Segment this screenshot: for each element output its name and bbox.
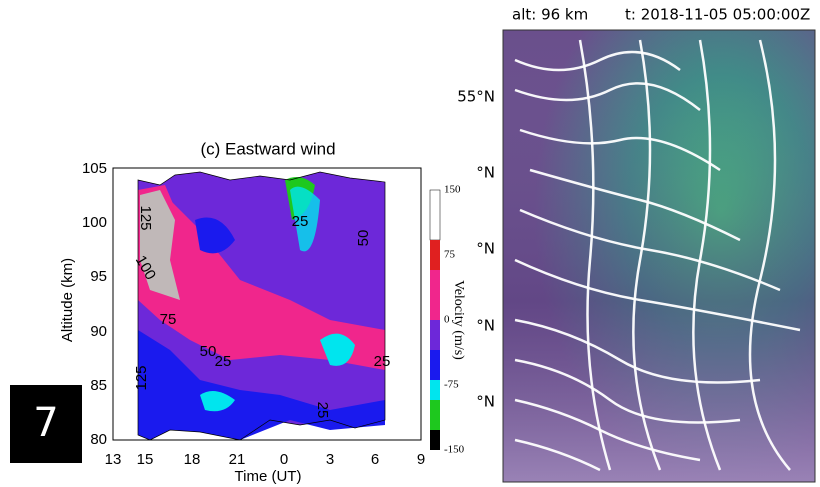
y-tick-label: 105 <box>82 160 107 177</box>
colorbar-tick-label: 0 <box>444 314 450 326</box>
x-tick-label: 15 <box>137 451 154 468</box>
contour-label: 25 <box>374 353 391 370</box>
contour-label: 25 <box>215 353 232 370</box>
contour-label: 25 <box>292 213 309 230</box>
contour-label: 125 <box>133 365 150 390</box>
lat-label: °N <box>476 317 495 335</box>
lat-label: °N <box>476 393 495 411</box>
contour-label: 75 <box>160 311 177 328</box>
lat-label: °N <box>476 240 495 258</box>
x-axis-label: Time (UT) <box>235 468 302 485</box>
y-tick-label: 90 <box>90 323 107 340</box>
y-tick-label: 100 <box>82 214 107 231</box>
y-axis-label: Altitude (km) <box>59 258 76 342</box>
lat-label: 55°N <box>457 88 495 106</box>
y-tick-label: 85 <box>90 377 107 394</box>
x-tick-label: 3 <box>326 451 334 468</box>
y-tick-label: 80 <box>90 431 107 448</box>
contour-label: 50 <box>200 343 217 360</box>
colorbar-tick-label: -75 <box>444 379 459 391</box>
map <box>502 29 816 483</box>
x-tick-label: 13 <box>105 451 122 468</box>
colorbar-label: Velocity (m/s) <box>451 280 466 360</box>
x-tick-label: 6 <box>371 451 379 468</box>
badge-box <box>10 385 82 463</box>
colorbar-tick-label: 150 <box>444 184 461 196</box>
x-tick-label: 9 <box>417 451 425 468</box>
colorbar: 150 75 0 -75 -150 Velocity (m/s) <box>429 184 466 456</box>
x-tick-label: 21 <box>229 451 246 468</box>
contour-label: 25 <box>314 402 331 419</box>
colorbar-tick-label: 75 <box>444 249 456 261</box>
altitude-label: alt: 96 km <box>512 6 588 24</box>
y-tick-label: 95 <box>90 268 107 285</box>
plot-title: (c) Eastward wind <box>200 139 335 158</box>
time-label: t: 2018-11-05 05:00:00Z <box>625 6 810 24</box>
plot-frame <box>112 167 422 441</box>
contour-label: 50 <box>355 230 372 247</box>
colorbar-tick-label: -150 <box>444 444 465 456</box>
contour-plot: (c) Eastward wind 13 15 18 21 0 3 6 9 Ti… <box>59 139 425 484</box>
lat-label: °N <box>476 164 495 182</box>
x-tick-label: 0 <box>280 451 288 468</box>
badge-number: 7 <box>33 400 58 446</box>
x-tick-label: 18 <box>184 451 201 468</box>
contour-label: 125 <box>137 205 154 230</box>
contour-field <box>137 171 386 441</box>
